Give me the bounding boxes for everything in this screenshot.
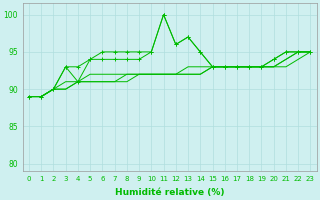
X-axis label: Humidité relative (%): Humidité relative (%) [115, 188, 224, 197]
